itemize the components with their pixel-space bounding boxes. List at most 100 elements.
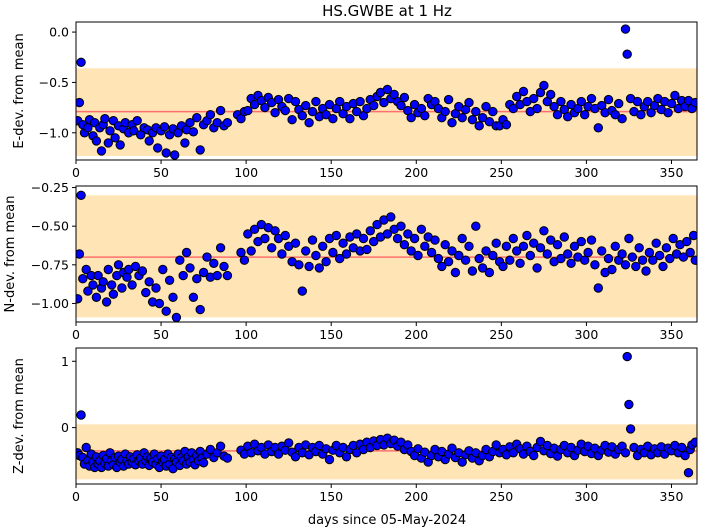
panel-1-x-tick-label: 200 bbox=[404, 165, 428, 180]
panel-2-point bbox=[382, 229, 393, 239]
panel-1-point bbox=[636, 110, 646, 120]
panel-1-point bbox=[328, 114, 338, 124]
panel-2-point bbox=[559, 232, 569, 242]
panel-2-point bbox=[267, 243, 277, 253]
panel-1-point bbox=[170, 150, 180, 160]
panel-1-point bbox=[620, 24, 631, 34]
panel-3-x-tick-label: 50 bbox=[153, 489, 169, 504]
panel-2-point bbox=[484, 267, 495, 278]
panel-2-point bbox=[563, 249, 573, 259]
panel-2-point bbox=[301, 246, 311, 256]
panel-1-y-axis-label: E-dev. from mean bbox=[12, 33, 27, 148]
panel-2-point bbox=[413, 250, 423, 261]
panel-1-point bbox=[546, 89, 556, 100]
panel-2-point bbox=[386, 212, 396, 222]
panel-2-point bbox=[236, 247, 246, 258]
panel-2-point bbox=[654, 250, 665, 261]
panel-1-point bbox=[205, 110, 216, 120]
panel-1-point bbox=[100, 114, 110, 124]
panel-3-point bbox=[508, 448, 518, 458]
panel-3-point bbox=[620, 448, 631, 458]
panel-1-point bbox=[352, 106, 362, 117]
panel-3-point bbox=[284, 438, 294, 448]
panel-2-x-tick-label: 300 bbox=[574, 327, 598, 342]
panel-2-point bbox=[406, 246, 416, 256]
panel-3-x-tick-label: 300 bbox=[574, 489, 598, 504]
panel-2-point bbox=[209, 258, 219, 268]
panel-1-x-tick-label: 0 bbox=[72, 165, 80, 180]
panel-2-point bbox=[331, 230, 341, 241]
panel-2-point bbox=[460, 255, 471, 265]
panel-3-point bbox=[680, 450, 690, 461]
panel-1-point bbox=[185, 118, 195, 128]
panel-1-point bbox=[539, 80, 549, 91]
panel-2-point bbox=[341, 249, 352, 259]
panel-2-point bbox=[314, 263, 324, 273]
panel-2-point bbox=[358, 233, 369, 244]
panel-3-point bbox=[491, 440, 501, 450]
panel-2-point bbox=[641, 266, 651, 276]
panel-1-point bbox=[307, 106, 318, 117]
panel-2-point bbox=[644, 247, 655, 258]
panel-1-point bbox=[110, 133, 120, 143]
panel-1-point bbox=[304, 118, 314, 128]
panel-2-point bbox=[154, 298, 165, 309]
panel-2-point bbox=[137, 266, 148, 276]
panel-2-point bbox=[88, 280, 98, 290]
panel-2-point bbox=[603, 253, 614, 264]
panel-2-point bbox=[658, 261, 668, 272]
panel-2-point bbox=[512, 246, 522, 256]
panel-1-point bbox=[481, 101, 491, 112]
panel-1-point bbox=[508, 103, 518, 114]
panel-3-point bbox=[222, 453, 233, 463]
panel-2-point bbox=[222, 270, 233, 281]
panel-2-point bbox=[631, 261, 641, 272]
panel-1-x-tick-label: 300 bbox=[574, 165, 598, 180]
panel-1-point bbox=[280, 105, 290, 116]
panel-2-frame bbox=[75, 185, 698, 323]
panel-1-point bbox=[96, 146, 107, 156]
panel-2-point bbox=[76, 190, 86, 201]
panel-2-point bbox=[593, 283, 603, 293]
panel-1-point bbox=[399, 92, 410, 103]
panel-2-point bbox=[501, 241, 512, 252]
panel-2-point bbox=[290, 238, 301, 248]
panel-2-point bbox=[93, 270, 103, 281]
panel-1-point bbox=[512, 91, 522, 102]
panel-2-point bbox=[185, 263, 195, 273]
panel-2-point bbox=[580, 255, 590, 265]
panel-2-point bbox=[277, 249, 287, 259]
panel-3-point bbox=[677, 442, 687, 453]
panel-2-point bbox=[181, 247, 192, 258]
panel-2-point bbox=[464, 241, 474, 252]
panel-1-point bbox=[91, 136, 102, 146]
panel-2-point bbox=[539, 226, 549, 236]
panel-2-point bbox=[416, 224, 427, 235]
panel-2-point bbox=[583, 247, 593, 258]
panel-2-point bbox=[304, 261, 314, 272]
panel-2-point bbox=[627, 252, 637, 262]
panel-2-point bbox=[481, 246, 491, 256]
panel-2-y-tick-label: −0.25 bbox=[31, 180, 69, 195]
panel-2-point bbox=[318, 241, 328, 252]
panel-2-point bbox=[426, 247, 437, 258]
panel-2-point bbox=[164, 275, 175, 285]
panel-2-point bbox=[392, 233, 403, 244]
panel-2-point bbox=[243, 229, 253, 239]
panel-3-frame bbox=[75, 347, 698, 485]
panel-1-point bbox=[477, 113, 488, 123]
panel-2-point bbox=[552, 240, 563, 250]
panel-1-x-tick-label: 100 bbox=[234, 165, 258, 180]
panel-1-point bbox=[474, 121, 484, 131]
panel-1-point bbox=[643, 96, 653, 107]
panel-2-point bbox=[651, 238, 661, 248]
panel-1-point bbox=[670, 90, 680, 101]
panel-1-x-tick-label: 50 bbox=[153, 165, 169, 180]
panel-2-point bbox=[586, 235, 597, 245]
panel-2-point bbox=[477, 263, 488, 273]
panel-2-point bbox=[607, 264, 617, 275]
panel-2-point bbox=[529, 238, 539, 248]
panel-2-point bbox=[215, 243, 226, 253]
panel-2-point bbox=[91, 292, 102, 302]
panel-2-x-tick-label: 250 bbox=[489, 327, 513, 342]
